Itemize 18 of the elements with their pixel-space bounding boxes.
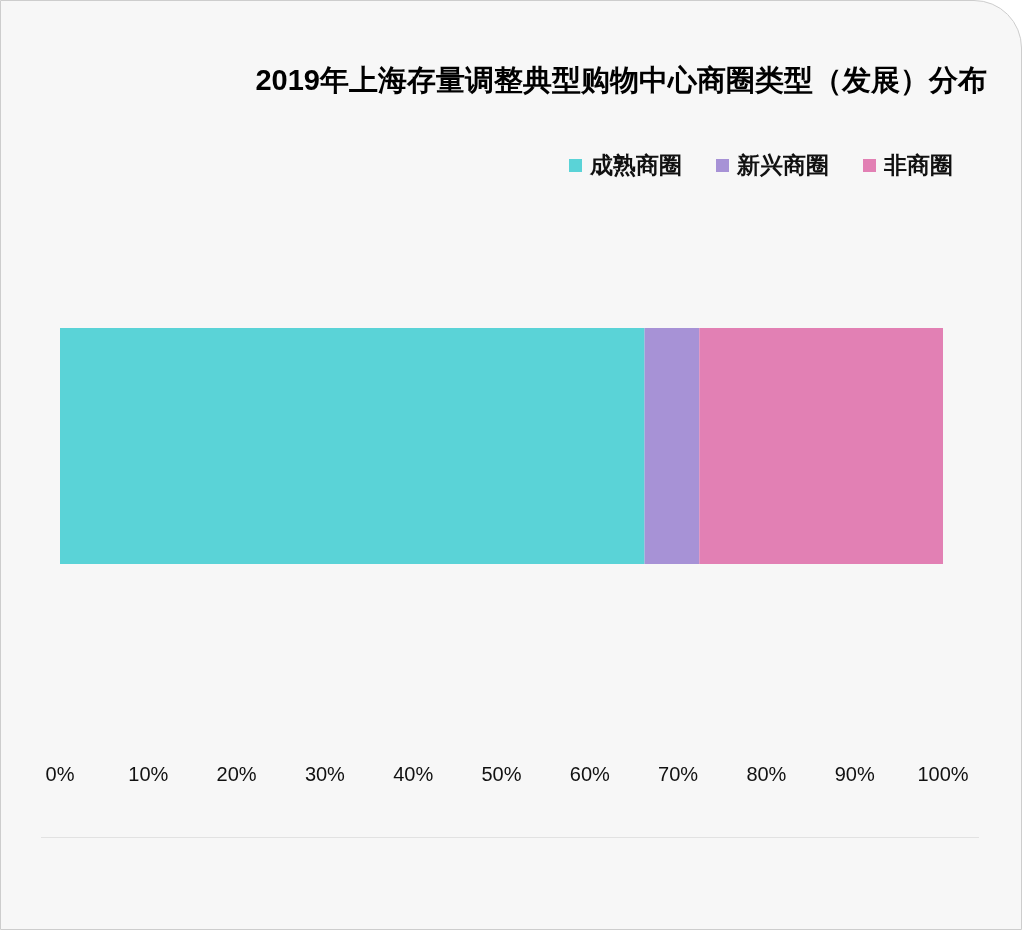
x-tick-label: 100% (917, 763, 969, 786)
x-tick-label: 50% (481, 763, 522, 786)
x-tick-label: 0% (45, 763, 75, 786)
x-tick-label: 90% (834, 763, 875, 786)
x-tick-label: 70% (658, 763, 699, 786)
chart-title: 2019年上海存量调整典型购物中心商圈类型（发展）分布 (255, 63, 987, 98)
x-tick-label: 40% (393, 763, 434, 786)
x-tick-label: 30% (304, 763, 346, 786)
x-tick-label: 20% (216, 763, 257, 786)
legend-label: 成熟商圈 (590, 151, 682, 179)
bar (60, 328, 645, 564)
x-tick-label: 10% (128, 763, 169, 786)
x-tick-label: 60% (569, 763, 611, 786)
bar (644, 328, 700, 564)
bar (699, 328, 943, 564)
legend-label: 非商圈 (884, 151, 953, 179)
x-tick-label: 80% (746, 763, 787, 786)
legend-label: 新兴商圈 (737, 151, 829, 179)
